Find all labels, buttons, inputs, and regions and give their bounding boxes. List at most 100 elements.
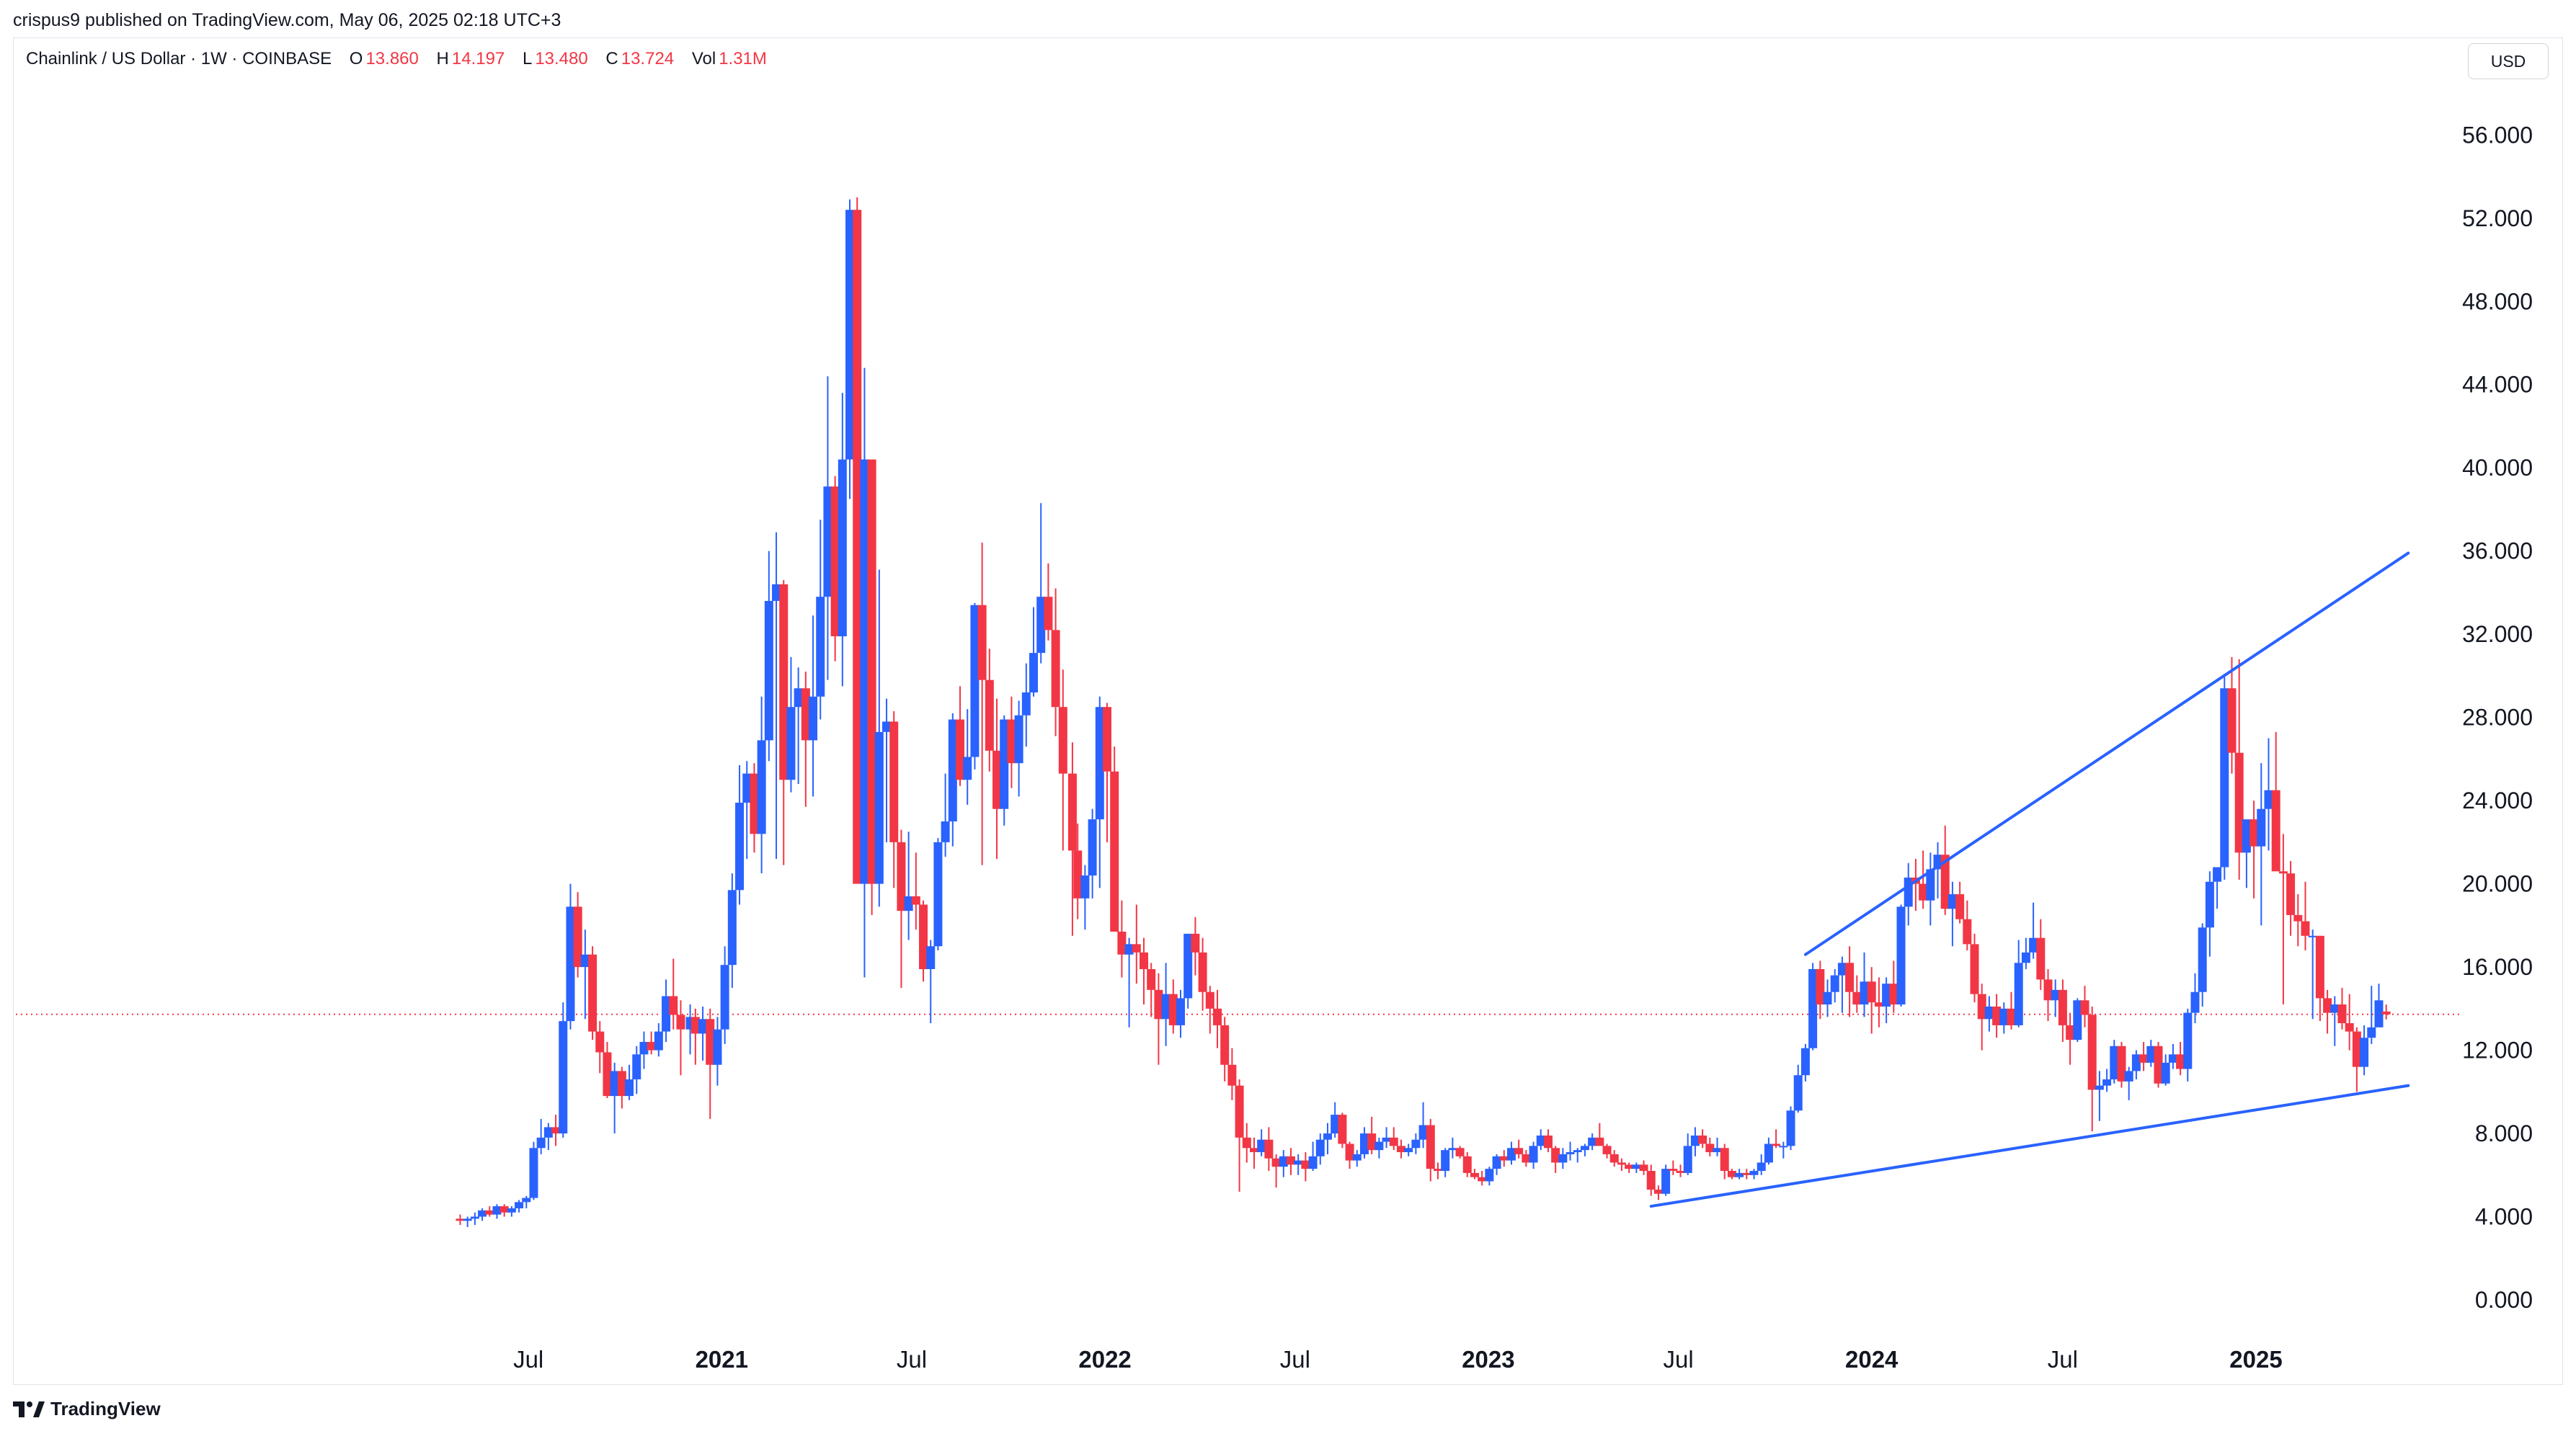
candle <box>1756 1154 1766 1175</box>
candle <box>2264 738 2273 851</box>
candle <box>1632 1162 1641 1173</box>
tradingview-footer[interactable]: TradingView <box>13 1398 161 1420</box>
candle-body <box>919 904 928 969</box>
trendline-upper[interactable] <box>1803 551 2410 956</box>
candle <box>1720 1144 1729 1180</box>
candle-body <box>772 584 781 601</box>
candle <box>639 1031 649 1069</box>
candle <box>2161 1054 2170 1086</box>
candle <box>1786 1106 1795 1151</box>
candle <box>2058 979 2067 1043</box>
candle-body <box>1963 919 1972 945</box>
candle-body <box>2278 871 2288 874</box>
candle-body <box>1492 1156 1501 1169</box>
candle <box>2271 731 2280 872</box>
candle-body <box>1529 1146 1538 1163</box>
candle <box>2029 902 2038 959</box>
candle <box>588 946 598 1040</box>
candle-body <box>1279 1156 1288 1167</box>
candle <box>1264 1127 1274 1172</box>
candle-body <box>1352 1154 1362 1161</box>
candle-body <box>1073 850 1083 899</box>
chart-pane[interactable] <box>13 37 2563 1385</box>
candle-body <box>2308 935 2317 937</box>
candle <box>2301 881 2310 950</box>
candle <box>1367 1116 1377 1154</box>
candle-body <box>1625 1164 1634 1169</box>
candle-body <box>1896 906 1906 1005</box>
price-tick-label: 36.000 <box>2462 538 2533 564</box>
candle-body <box>2154 1046 2163 1084</box>
candle <box>992 698 1002 859</box>
candle <box>1073 823 1083 919</box>
candle <box>1183 933 1193 1009</box>
candle-body <box>2330 1004 2340 1013</box>
candle-body <box>1653 1189 1663 1194</box>
candle <box>2374 984 2384 1027</box>
candle <box>1625 1162 1634 1173</box>
candle <box>706 1008 715 1119</box>
candle <box>647 1031 656 1055</box>
candle <box>1735 1169 1744 1180</box>
candle <box>603 1042 612 1098</box>
candle-body <box>2021 952 2030 963</box>
time-axis[interactable]: Jul 2021 Jul 2022 Jul 2023 Jul 2024 Jul 2025 <box>513 1346 2283 1373</box>
candle <box>1147 963 1156 1017</box>
candle <box>1103 703 1112 842</box>
candle-body <box>735 803 745 891</box>
candle <box>1580 1144 1589 1156</box>
candle <box>1359 1127 1369 1159</box>
candle-body <box>698 1019 708 1034</box>
trendline-lower[interactable] <box>1649 1084 2410 1208</box>
candle <box>1088 808 1097 899</box>
candle-body <box>941 821 950 842</box>
trendlines-layer[interactable] <box>1649 551 2410 1208</box>
candle-body <box>2124 1071 2133 1082</box>
candle-body <box>1176 998 1185 1025</box>
candle-body <box>632 1054 641 1079</box>
candle <box>1977 984 1986 1051</box>
candle <box>2021 937 2030 969</box>
candle <box>1014 700 1023 797</box>
candle-body <box>2220 688 2229 868</box>
price-axis[interactable]: 56.000 52.000 48.000 44.000 40.000 36.000 32.0… <box>2462 122 2533 1313</box>
candle-body <box>559 1021 568 1134</box>
candle-body <box>786 707 796 780</box>
candle <box>1227 1048 1237 1100</box>
candle-body <box>1323 1133 1332 1140</box>
candle <box>1573 1148 1582 1163</box>
candle-body <box>1669 1169 1678 1172</box>
candle-body <box>1543 1135 1553 1149</box>
candle-body <box>2168 1054 2177 1063</box>
candle <box>1132 904 1141 984</box>
candle-body <box>1573 1150 1582 1153</box>
currency-button[interactable]: USD <box>2468 43 2549 79</box>
candle <box>1551 1146 1560 1173</box>
legend-open-label: O <box>349 49 363 68</box>
candle-body <box>1940 855 1950 909</box>
candle <box>1044 563 1053 641</box>
time-tick-label: Jul <box>2048 1346 2078 1373</box>
candle-body <box>1271 1158 1281 1167</box>
candle <box>1301 1152 1310 1182</box>
candle <box>1021 663 1031 747</box>
candle <box>1514 1139 1524 1159</box>
candle <box>1140 937 1149 1005</box>
time-tick-label: 2023 <box>1462 1346 1514 1373</box>
candle <box>1176 989 1185 1038</box>
candle <box>1110 746 1119 932</box>
candle-body <box>1117 932 1127 955</box>
candle <box>2278 834 2288 1005</box>
candle <box>1669 1160 1678 1175</box>
candle <box>750 763 759 853</box>
candle <box>720 946 729 1044</box>
candle <box>1889 960 1898 1013</box>
candle <box>1271 1154 1281 1188</box>
candle <box>977 543 987 865</box>
candle-body <box>2117 1046 2126 1082</box>
candle <box>1058 669 1067 851</box>
candle <box>595 1021 605 1074</box>
candle <box>2066 1012 2075 1065</box>
candle-body <box>720 965 729 1030</box>
